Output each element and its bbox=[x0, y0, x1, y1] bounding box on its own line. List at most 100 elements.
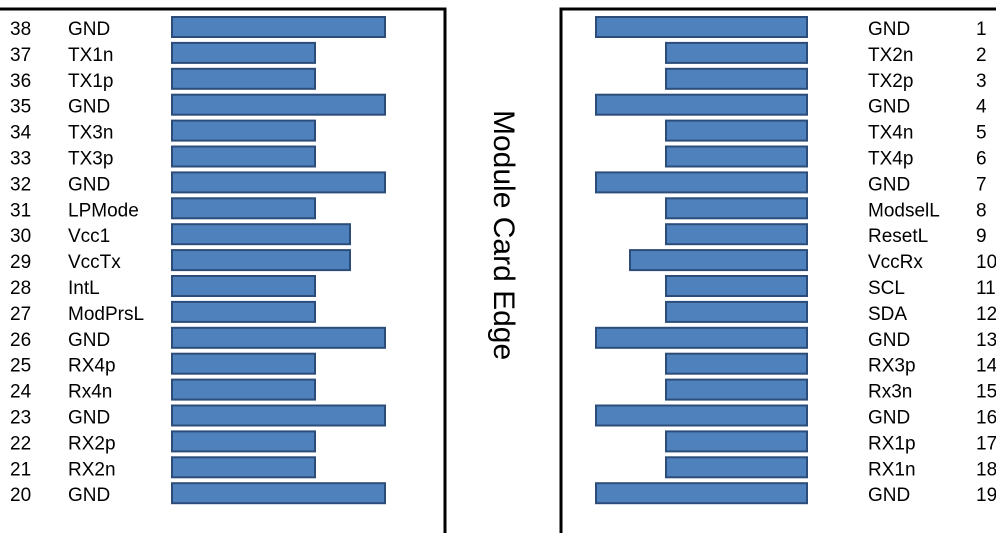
right-pin-9-signal-name: ResetL bbox=[868, 226, 928, 247]
left-pin-28-number: 28 bbox=[10, 278, 31, 299]
right-pin-19-contact-pad bbox=[595, 482, 808, 505]
left-pin-26-contact-pad bbox=[171, 326, 386, 349]
left-pin-24-signal-name: Rx4n bbox=[68, 382, 112, 403]
right-pin-3: 3 TX2p bbox=[665, 67, 987, 92]
left-pin-22: 22 RX2p bbox=[10, 430, 316, 454]
right-pin-2: 2 TX2n bbox=[665, 41, 987, 66]
left-pin-38: 38 GND bbox=[10, 16, 386, 40]
right-pin-10-number: 10 bbox=[976, 252, 996, 273]
right-pin-6-signal-name: TX4p bbox=[868, 149, 913, 170]
right-pin-16-contact-pad bbox=[595, 404, 808, 427]
right-pin-14-signal-name: RX3p bbox=[868, 356, 916, 377]
left-pin-27-number: 27 bbox=[10, 304, 31, 325]
left-pin-29-number: 29 bbox=[10, 252, 31, 273]
left-pin-27: 27 ModPrsL bbox=[10, 300, 316, 325]
left-pin-37-contact-pad bbox=[171, 41, 316, 64]
left-pin-21-contact-pad bbox=[171, 456, 316, 479]
left-pin-21-number: 21 bbox=[10, 459, 31, 480]
left-pin-34: 34 TX3n bbox=[10, 119, 316, 144]
right-pin-17-signal-name: RX1p bbox=[868, 433, 916, 454]
right-pin-5-number: 5 bbox=[976, 123, 987, 144]
right-pin-14: 14 RX3p bbox=[665, 352, 996, 377]
left-pin-34-number: 34 bbox=[10, 123, 32, 144]
left-pin-37-number: 37 bbox=[10, 45, 31, 66]
left-pin-29: 29 VccTx bbox=[10, 249, 351, 273]
left-pin-27-signal-name: ModPrsL bbox=[68, 304, 144, 325]
left-pin-26: 26 GND bbox=[10, 326, 386, 351]
right-pin-8-signal-name: ModselL bbox=[868, 200, 940, 221]
right-pin-7: 7 GND bbox=[595, 171, 987, 195]
left-pin-20-number: 20 bbox=[10, 485, 31, 506]
left-pin-25-number: 25 bbox=[10, 356, 31, 377]
left-pin-23: 23 GND bbox=[10, 404, 386, 429]
left-pin-36: 36 TX1p bbox=[10, 67, 316, 92]
right-pin-11-contact-pad bbox=[665, 275, 808, 297]
right-pin-12-contact-pad bbox=[665, 300, 808, 323]
right-pin-14-number: 14 bbox=[976, 356, 996, 377]
right-pin-8-contact-pad bbox=[665, 197, 808, 220]
right-pin-8-number: 8 bbox=[976, 200, 987, 221]
right-pin-18-contact-pad bbox=[665, 456, 808, 479]
right-pin-13-number: 13 bbox=[976, 330, 996, 351]
right-pin-13: 13 GND bbox=[595, 326, 996, 351]
right-pin-5-signal-name: TX4n bbox=[868, 123, 913, 144]
left-pin-36-number: 36 bbox=[10, 71, 31, 92]
right-pin-9: 9 ResetL bbox=[665, 223, 987, 247]
left-pin-29-contact-pad bbox=[171, 249, 351, 272]
right-pin-18-number: 18 bbox=[976, 459, 996, 480]
left-pin-26-number: 26 bbox=[10, 330, 31, 351]
left-pin-32: 32 GND bbox=[10, 171, 386, 195]
left-pin-35-number: 35 bbox=[10, 97, 31, 118]
right-pin-15-number: 15 bbox=[976, 382, 996, 403]
left-pin-20-signal-name: GND bbox=[68, 485, 110, 506]
right-pin-2-signal-name: TX2n bbox=[868, 45, 913, 66]
left-pin-27-contact-pad bbox=[171, 300, 316, 323]
left-pin-23-signal-name: GND bbox=[68, 408, 110, 429]
right-pin-16-number: 16 bbox=[976, 408, 996, 429]
right-pin-15-signal-name: Rx3n bbox=[868, 382, 912, 403]
right-pin-17-number: 17 bbox=[976, 433, 996, 454]
left-pin-28: 28 IntL bbox=[10, 275, 316, 299]
right-pin-9-contact-pad bbox=[665, 223, 808, 246]
left-pin-23-number: 23 bbox=[10, 408, 31, 429]
left-pin-20-contact-pad bbox=[171, 482, 386, 505]
left-pin-21: 21 RX2n bbox=[10, 456, 316, 480]
right-pin-11: 11 SCL bbox=[665, 275, 996, 299]
left-pin-29-signal-name: VccTx bbox=[68, 252, 121, 273]
right-pin-5: 5 TX4n bbox=[665, 119, 987, 144]
left-pin-35: 35 GND bbox=[10, 93, 386, 118]
right-pin-17-contact-pad bbox=[665, 430, 808, 453]
right-pin-6-number: 6 bbox=[976, 149, 987, 170]
right-pin-10-contact-pad bbox=[629, 249, 808, 272]
left-module-outline bbox=[0, 7, 447, 533]
right-pin-4: 4 GND bbox=[595, 93, 987, 118]
left-pin-30-number: 30 bbox=[10, 226, 31, 247]
right-pin-1-contact-pad bbox=[595, 16, 808, 38]
right-pin-18-signal-name: RX1n bbox=[868, 459, 916, 480]
right-pin-15: 15 Rx3n bbox=[665, 378, 996, 403]
right-pin-1: 1 GND bbox=[595, 16, 987, 40]
left-pin-25: 25 RX4p bbox=[10, 352, 316, 377]
right-pin-14-contact-pad bbox=[665, 352, 808, 375]
left-pin-36-contact-pad bbox=[171, 67, 316, 90]
right-pin-6-contact-pad bbox=[665, 145, 808, 168]
right-pin-18: 18 RX1n bbox=[665, 456, 996, 480]
left-pin-33: 33 TX3p bbox=[10, 145, 316, 170]
right-pin-13-contact-pad bbox=[595, 326, 808, 349]
right-pin-12-signal-name: SDA bbox=[868, 304, 907, 325]
right-pin-1-signal-name: GND bbox=[868, 19, 910, 40]
right-pin-7-signal-name: GND bbox=[868, 174, 910, 195]
right-pin-7-contact-pad bbox=[595, 171, 808, 194]
left-pin-32-contact-pad bbox=[171, 171, 386, 194]
left-pin-31-signal-name: LPMode bbox=[68, 200, 139, 221]
left-pin-38-contact-pad bbox=[171, 16, 386, 38]
right-pin-8: 8 ModselL bbox=[665, 197, 987, 221]
right-pin-16: 16 GND bbox=[595, 404, 996, 429]
right-pin-5-contact-pad bbox=[665, 119, 808, 142]
left-pin-33-signal-name: TX3p bbox=[68, 149, 113, 170]
left-pin-32-signal-name: GND bbox=[68, 174, 110, 195]
right-pin-19-signal-name: GND bbox=[868, 485, 910, 506]
right-pin-10-signal-name: VccRx bbox=[868, 252, 923, 273]
